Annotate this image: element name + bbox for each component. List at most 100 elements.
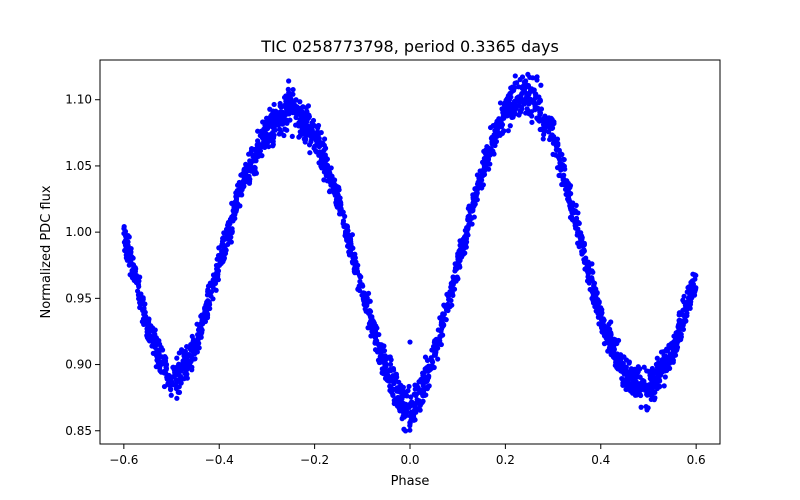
data-point xyxy=(686,299,693,305)
data-point xyxy=(462,250,468,256)
data-point xyxy=(581,248,587,254)
data-point xyxy=(585,274,591,280)
data-point xyxy=(332,189,338,195)
data-point xyxy=(464,231,470,237)
data-point xyxy=(229,200,235,206)
data-point xyxy=(296,107,302,113)
data-point xyxy=(165,377,171,383)
data-point xyxy=(614,351,620,358)
data-point xyxy=(346,244,352,250)
data-point xyxy=(158,369,164,375)
data-point xyxy=(614,362,621,368)
data-point xyxy=(606,321,612,327)
data-point xyxy=(135,276,141,282)
data-point xyxy=(435,356,441,362)
data-point xyxy=(174,355,180,361)
data-point xyxy=(647,375,653,382)
data-point xyxy=(400,413,406,419)
data-point xyxy=(270,108,276,114)
data-point xyxy=(174,379,180,385)
data-point xyxy=(542,128,549,134)
data-point xyxy=(500,113,506,119)
data-point xyxy=(175,371,182,377)
data-point xyxy=(251,158,257,164)
data-point xyxy=(435,327,441,333)
data-point xyxy=(566,189,572,195)
data-point xyxy=(277,126,283,132)
y-tick-label: 0.95 xyxy=(65,291,92,305)
data-point xyxy=(412,417,418,423)
data-point xyxy=(387,354,393,360)
data-point xyxy=(296,120,302,126)
data-point xyxy=(528,87,535,94)
data-point xyxy=(457,242,463,248)
y-tick-label: 1.10 xyxy=(65,93,92,107)
data-point xyxy=(192,339,198,345)
data-point xyxy=(483,147,489,153)
data-point xyxy=(344,224,351,230)
data-point xyxy=(557,163,564,170)
data-point xyxy=(199,327,205,333)
data-point xyxy=(321,169,327,175)
data-point xyxy=(438,341,444,348)
data-point xyxy=(655,366,662,372)
y-axis-label: Normalized PDC flux xyxy=(39,185,54,318)
data-point xyxy=(234,201,241,207)
data-point xyxy=(174,395,180,401)
data-point xyxy=(189,333,195,339)
data-point xyxy=(143,321,149,327)
outlier-point xyxy=(340,209,346,215)
data-point xyxy=(564,178,570,184)
data-point xyxy=(408,394,414,400)
data-point xyxy=(557,172,563,178)
data-point xyxy=(396,404,402,410)
outlier-point xyxy=(307,150,313,156)
data-point xyxy=(374,338,380,344)
data-point xyxy=(186,352,192,358)
data-point xyxy=(266,143,272,150)
data-point xyxy=(146,335,153,341)
data-point xyxy=(423,365,430,371)
data-point xyxy=(215,271,221,277)
data-point xyxy=(168,392,174,398)
data-point xyxy=(249,146,255,152)
data-point xyxy=(178,379,184,385)
data-point xyxy=(591,283,597,289)
data-point xyxy=(678,319,685,325)
data-point xyxy=(343,229,349,235)
data-point xyxy=(466,203,472,209)
data-point xyxy=(650,372,656,378)
data-point xyxy=(511,85,518,91)
data-point xyxy=(322,152,328,158)
data-point xyxy=(525,92,531,98)
data-point xyxy=(208,293,214,299)
data-point xyxy=(667,342,673,348)
data-point xyxy=(393,372,399,378)
data-point xyxy=(599,310,605,316)
data-point xyxy=(609,338,615,344)
data-point xyxy=(672,343,678,349)
data-point xyxy=(645,368,651,374)
data-point xyxy=(661,352,667,359)
data-point xyxy=(662,374,668,380)
data-point xyxy=(351,256,357,263)
data-point xyxy=(221,255,227,261)
data-point xyxy=(239,183,245,189)
data-point xyxy=(542,117,548,123)
data-point xyxy=(518,104,525,111)
data-point xyxy=(565,194,572,200)
data-point xyxy=(489,134,495,141)
data-point xyxy=(174,383,180,390)
data-point xyxy=(246,162,252,169)
data-point xyxy=(638,392,644,399)
data-point xyxy=(650,380,656,386)
data-point xyxy=(624,380,631,386)
data-point xyxy=(540,136,546,142)
data-point xyxy=(431,339,437,345)
data-point xyxy=(474,197,480,203)
data-point xyxy=(158,344,164,351)
data-point xyxy=(608,349,614,356)
data-point xyxy=(298,113,304,119)
data-point xyxy=(185,358,191,364)
data-point xyxy=(356,283,362,289)
